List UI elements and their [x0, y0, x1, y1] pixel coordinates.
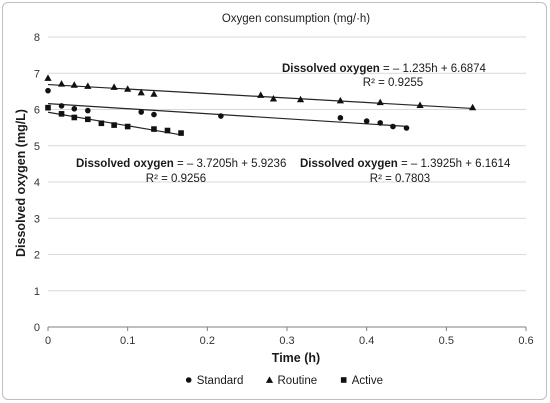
chart-title: Oxygen consumption (mg/·h) [222, 13, 370, 25]
point-standard [85, 107, 91, 114]
y-tick-label: 0 [34, 322, 40, 334]
point-standard [218, 113, 224, 119]
point-standard [337, 115, 344, 121]
legend: Standard Routine Active [185, 375, 383, 387]
equation-active-formula: = – 3.7205h + 5.9236 [174, 158, 287, 170]
x-tick-label: 0.1 [120, 335, 135, 347]
y-tick-label: 5 [34, 141, 40, 153]
point-standard [403, 125, 410, 131]
y-tick-label: 3 [34, 213, 40, 225]
point-routine [70, 81, 78, 88]
y-axis-title: Dissolved oxygen (mg/L) [14, 109, 28, 257]
x-tick-label: 0.3 [279, 335, 294, 347]
legend-label-routine: Routine [278, 375, 318, 387]
point-active [71, 114, 78, 121]
point-routine [469, 103, 477, 111]
legend-marker-standard [185, 377, 192, 383]
axes: 0 1 2 3 4 5 6 7 8 0 0.1 0.2 0.3 0.4 0.5 0.6 [34, 32, 534, 347]
y-tick-label: 1 [34, 286, 40, 298]
trendline-standard [47, 103, 407, 127]
equation-routine-label: Dissolved oxygen [282, 63, 380, 75]
point-standard [151, 111, 157, 118]
equation-active: Dissolved oxygen = – 3.7205h + 5.9236 R²… [76, 158, 286, 185]
point-routine [150, 90, 158, 97]
y-tick-label: 8 [34, 32, 40, 44]
point-routine [124, 85, 132, 92]
point-routine [44, 74, 52, 81]
point-standard [138, 109, 145, 115]
svg-text:Dissolved oxygen = – 1.3925h +: Dissolved oxygen = – 1.3925h + 6.1614 [300, 158, 511, 170]
point-routine [84, 82, 92, 89]
svg-text:Dissolved oxygen = – 1.235h +: Dissolved oxygen = – 1.235h + 6.6874 [282, 63, 487, 75]
point-standard [71, 105, 78, 112]
r2-active: R² = 0.9256 [146, 173, 206, 185]
point-active [124, 123, 131, 130]
point-routine [376, 98, 384, 106]
point-active [164, 127, 171, 134]
point-active [85, 116, 91, 123]
equation-routine: Dissolved oxygen = – 1.235h + 6.6874 R² … [282, 63, 487, 89]
chart-frame [2, 2, 547, 400]
point-routine [257, 91, 265, 98]
point-active [58, 111, 65, 117]
point-routine [269, 95, 278, 102]
equation-standard-formula: = – 1.3925h + 6.1614 [398, 158, 511, 170]
x-tick-label: 0.6 [518, 335, 533, 347]
point-routine [296, 95, 305, 103]
svg-text:Dissolved oxygen = – 3.7205h +: Dissolved oxygen = – 3.7205h + 5.9236 [76, 158, 286, 170]
x-tick-label: 0.5 [439, 335, 454, 347]
y-tick-label: 2 [34, 250, 40, 262]
point-standard [58, 103, 65, 109]
point-standard [363, 118, 370, 124]
x-tick-label: 0.2 [200, 335, 215, 347]
y-tick-label: 4 [34, 177, 40, 189]
point-active [98, 120, 105, 127]
x-tick-label: 0 [45, 335, 51, 347]
legend-label-active: Active [352, 375, 383, 387]
grid-lines [48, 36, 526, 292]
equation-active-label: Dissolved oxygen [76, 158, 174, 170]
point-routine [110, 83, 118, 90]
legend-marker-active [340, 377, 347, 383]
y-tick-label: 7 [34, 68, 40, 80]
x-axis-title: Time (h) [272, 351, 320, 365]
point-standard [390, 123, 396, 130]
point-routine [57, 80, 66, 87]
point-routine [137, 88, 145, 96]
point-routine [416, 101, 424, 109]
equation-routine-formula: = – 1.235h + 6.6874 [380, 63, 487, 75]
point-active [178, 130, 184, 136]
x-tick-label: 0.4 [359, 335, 374, 347]
point-active [151, 126, 157, 132]
y-tick-label: 6 [34, 105, 40, 117]
r2-routine: R² = 0.9255 [363, 77, 423, 89]
point-routine [336, 96, 344, 104]
legend-marker-routine [265, 376, 274, 383]
equation-standard: Dissolved oxygen = – 1.3925h + 6.1614 R²… [300, 158, 511, 185]
legend-label-standard: Standard [197, 375, 244, 387]
equation-standard-label: Dissolved oxygen [300, 158, 398, 170]
point-active [111, 122, 117, 128]
r2-standard: R² = 0.7803 [370, 173, 430, 185]
point-standard [377, 120, 384, 126]
data-points [44, 74, 477, 136]
point-active [45, 104, 51, 111]
point-standard [45, 87, 51, 94]
